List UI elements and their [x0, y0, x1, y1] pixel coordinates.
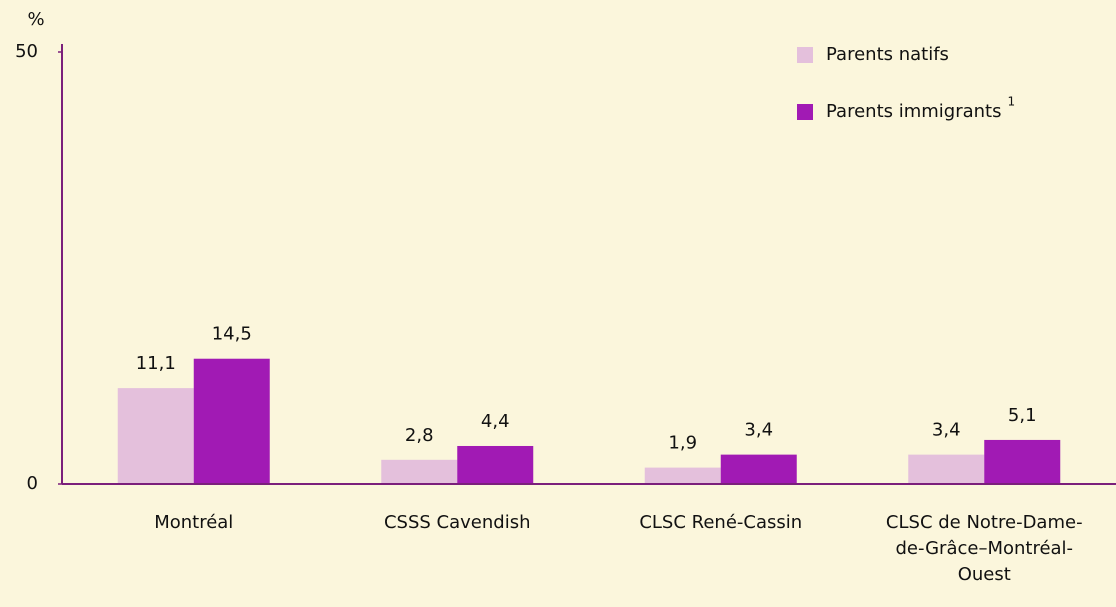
- legend-label: Parents immigrants: [826, 101, 1002, 122]
- x-tick-label-box: CLSC de Notre-Dame-de-Grâce–Montréal-Oue…: [885, 512, 1083, 585]
- data-label: 4,4: [481, 411, 510, 432]
- legend-swatch: [797, 47, 813, 63]
- x-tick-label: CLSC de Notre-Dame-de-Grâce–Montréal-Oue…: [885, 512, 1083, 585]
- data-label: 3,4: [744, 420, 773, 441]
- data-label: 5,1: [1008, 405, 1037, 426]
- bar: [984, 439, 1061, 484]
- x-tick-label: Montréal: [154, 512, 234, 533]
- bar: [457, 445, 534, 484]
- legend-label: Parents natifs: [826, 44, 949, 65]
- bar: [381, 459, 458, 484]
- bar: [117, 388, 194, 484]
- x-tick-label-box: CLSC René-Cassin: [639, 512, 803, 533]
- legend-swatch: [797, 104, 813, 120]
- x-tick-label-box: CSSS Cavendish: [383, 512, 531, 533]
- x-tick-label: CSSS Cavendish: [383, 512, 531, 533]
- y-axis-label: %: [27, 9, 44, 30]
- x-tick-label: CLSC René-Cassin: [639, 512, 803, 533]
- y-tick-label: 50: [15, 41, 38, 62]
- bar: [644, 467, 721, 484]
- bar: [908, 454, 985, 484]
- legend-footnote: 1: [1008, 95, 1016, 109]
- y-tick-label: 0: [27, 473, 38, 494]
- data-label: 2,8: [405, 425, 434, 446]
- bar: [193, 358, 270, 484]
- data-label: 11,1: [136, 353, 176, 374]
- bar: [720, 454, 797, 484]
- data-label: 14,5: [212, 324, 252, 345]
- x-tick-label-box: Montréal: [154, 512, 234, 533]
- data-label: 3,4: [932, 420, 961, 441]
- data-label: 1,9: [668, 433, 697, 454]
